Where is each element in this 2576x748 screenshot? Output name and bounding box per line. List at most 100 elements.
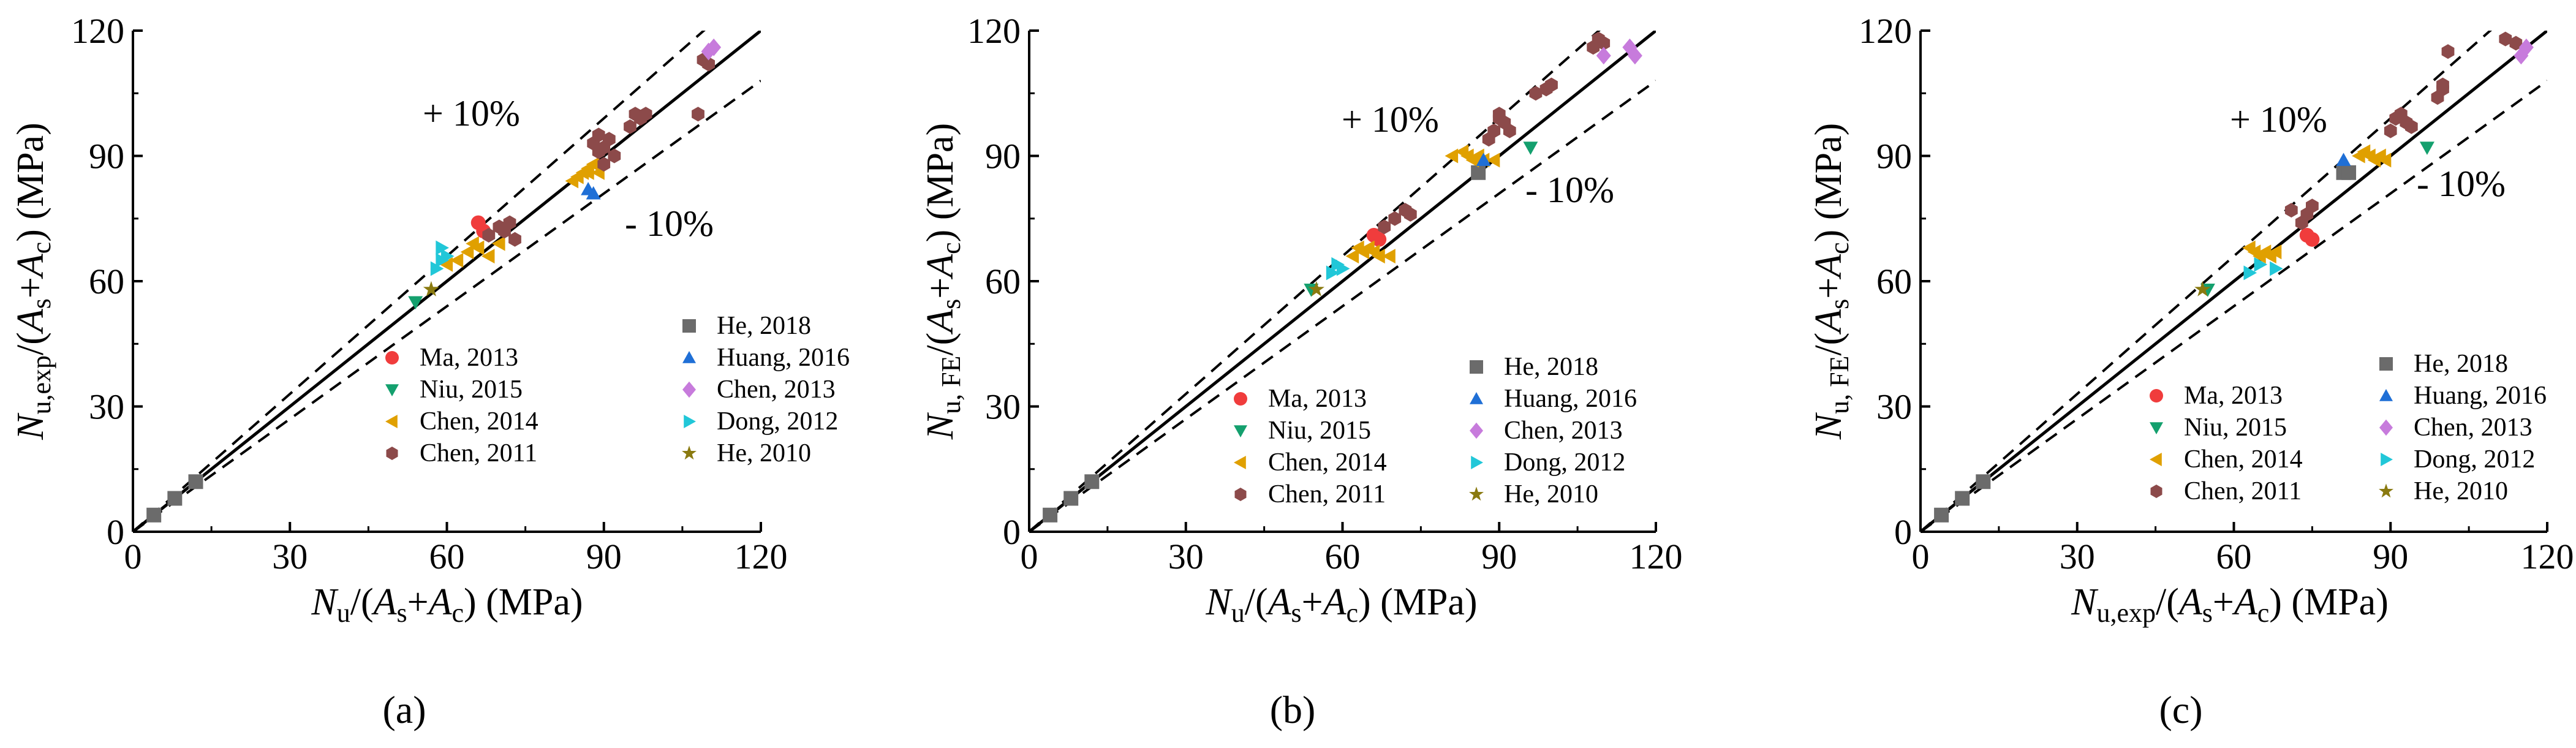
legend-marker <box>2150 389 2163 402</box>
data-point <box>1403 206 1417 222</box>
y-tick-label: 90 <box>985 137 1021 176</box>
data-point <box>1545 77 1558 93</box>
legend-label: Chen, 2014 <box>1268 448 1387 477</box>
legend-marker <box>2379 389 2393 401</box>
x-tick-label: 0 <box>1912 537 1930 576</box>
data-point <box>146 507 162 523</box>
legend-label: Huang, 2016 <box>2414 382 2547 410</box>
legend: He, 2018 Ma, 2013 Niu, 2015 Chen, 2014 Chen,… <box>385 312 850 467</box>
data-point <box>503 215 516 230</box>
series-huang-2016 <box>2336 153 2351 166</box>
data-point <box>2405 119 2418 134</box>
y-tick-label: 30 <box>985 387 1021 427</box>
legend-marker <box>2379 419 2393 436</box>
legend-label: Niu, 2015 <box>1268 417 1371 445</box>
y-axis-label: Nu,exp/(As+Ac) (MPa) <box>10 123 56 440</box>
reference-lines <box>1921 31 2547 532</box>
data-point <box>481 249 495 264</box>
series-chen-2011 <box>1378 31 1611 235</box>
legend-marker <box>385 415 398 428</box>
data-point <box>470 240 485 255</box>
legend-label: He, 2010 <box>1504 480 1598 508</box>
data-point <box>450 252 464 268</box>
x-tick-label: 30 <box>1168 537 1204 576</box>
data-point <box>1934 507 1949 523</box>
y-axis-label: Nu, FE/(As+Ac) (MPa) <box>1808 123 1854 440</box>
data-point <box>440 249 455 264</box>
equality-line <box>133 31 761 532</box>
legend-label: Chen, 2014 <box>2184 445 2303 474</box>
legend-marker <box>682 445 697 460</box>
minus-10-annotation: - 10% <box>625 203 714 244</box>
data-point <box>2305 232 2320 247</box>
minus-10-line <box>133 80 761 532</box>
x-tick-label: 0 <box>1021 537 1038 576</box>
y-tick-label: 60 <box>985 262 1021 301</box>
legend-label: He, 2018 <box>2414 350 2508 378</box>
series-dong-2012 <box>1326 257 1350 281</box>
data-point <box>1308 281 1324 297</box>
legend-marker <box>2150 485 2162 498</box>
data-point <box>2268 244 2282 260</box>
legend-label: Chen, 2013 <box>2414 414 2533 442</box>
y-tick-label: 30 <box>1876 387 1912 427</box>
legend-label: Chen, 2011 <box>420 439 537 467</box>
plus-10-annotation: + 10% <box>423 93 520 134</box>
data-point <box>1372 232 1387 247</box>
data-point <box>1523 142 1538 155</box>
series-chen-2011 <box>2284 31 2523 230</box>
data-point <box>1326 265 1340 281</box>
legend-label: Ma, 2013 <box>420 344 518 372</box>
legend-marker <box>682 351 696 363</box>
data-point <box>624 119 636 134</box>
chart-panel-2: 00 30 30 60 60 90 90 120 120 Nu/(As+Ac) (MPa) Nu, … <box>920 11 1683 731</box>
reference-lines <box>133 31 761 532</box>
legend-label: He, 2010 <box>2414 477 2508 505</box>
data-point <box>439 257 453 272</box>
data-point <box>702 56 715 72</box>
x-tick-label: 30 <box>2060 537 2095 576</box>
legend-label: Dong, 2012 <box>1504 448 1625 477</box>
series-he-2018 <box>146 474 203 523</box>
data-point <box>2284 203 2298 218</box>
legend-marker <box>1470 422 1483 439</box>
data-point <box>692 107 704 122</box>
x-tick-label: 90 <box>1481 537 1517 576</box>
data-point <box>482 228 496 243</box>
data-point <box>2441 44 2455 59</box>
y-tick-label: 120 <box>1859 11 1912 51</box>
series-chen-2013 <box>701 38 722 61</box>
series-he-2010 <box>423 281 439 297</box>
data-point <box>2270 261 2283 276</box>
legend-label: Chen, 2011 <box>2184 477 2302 505</box>
data-point <box>592 127 605 143</box>
x-tick-label: 60 <box>1325 537 1361 576</box>
y-tick-label: 0 <box>1894 512 1912 552</box>
series-he-2010 <box>2194 281 2211 297</box>
data-point <box>1445 148 1459 164</box>
legend-marker <box>1470 392 1483 404</box>
y-tick-label: 0 <box>1003 512 1021 552</box>
data-point <box>1336 261 1350 276</box>
x-tick-label: 120 <box>735 537 788 576</box>
data-point <box>586 186 601 200</box>
data-point <box>167 491 183 506</box>
series-chen-2014 <box>2242 144 2392 264</box>
data-point <box>188 474 203 489</box>
series-he-2010 <box>1308 281 1324 297</box>
data-point <box>597 157 611 172</box>
legend-marker <box>385 351 399 365</box>
y-tick-label: 0 <box>107 512 124 552</box>
reference-lines <box>1029 31 1656 532</box>
data-point <box>408 296 423 310</box>
data-point <box>423 281 439 297</box>
data-point <box>586 157 600 172</box>
data-point <box>2306 198 2319 214</box>
data-point <box>1378 219 1391 235</box>
minus-10-line <box>1029 80 1656 532</box>
x-tick-label: 90 <box>2373 537 2408 576</box>
minus-10-line <box>1921 80 2547 532</box>
legend-marker <box>1234 392 1247 406</box>
series-huang-2016 <box>581 182 601 200</box>
